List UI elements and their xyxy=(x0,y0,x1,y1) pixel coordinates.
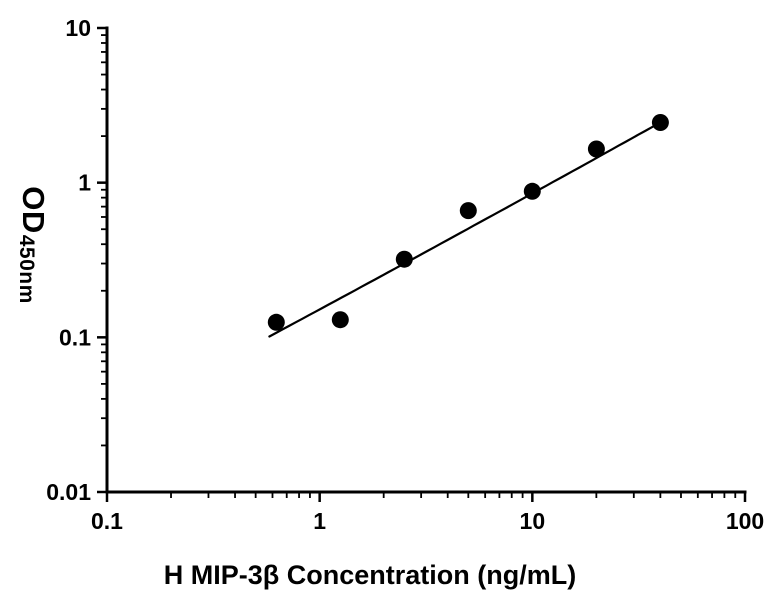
x-tick-label: 10 xyxy=(520,508,546,534)
data-point xyxy=(651,114,669,131)
y-axis-label-subscript: 450nm xyxy=(15,234,38,304)
data-point xyxy=(395,250,413,268)
y-axis-label-main: OD xyxy=(16,186,51,234)
y-tick-label: 0.1 xyxy=(59,324,91,350)
data-point xyxy=(267,313,285,331)
x-tick-label: 0.1 xyxy=(91,508,123,534)
data-point xyxy=(587,140,605,158)
x-axis-label: H MIP-3β Concentration (ng/mL) xyxy=(163,560,577,590)
fit-curve xyxy=(268,118,666,338)
data-point xyxy=(331,311,349,329)
y-tick-label: 10 xyxy=(65,15,91,41)
y-tick-label: 1 xyxy=(78,170,91,196)
data-point xyxy=(523,182,541,200)
data-point xyxy=(459,202,477,220)
y-axis-label: OD 450nm xyxy=(5,135,51,355)
axes xyxy=(105,26,747,494)
x-tick-label: 100 xyxy=(726,508,764,534)
y-tick-label: 0.01 xyxy=(46,479,91,505)
x-tick-label: 1 xyxy=(313,508,326,534)
